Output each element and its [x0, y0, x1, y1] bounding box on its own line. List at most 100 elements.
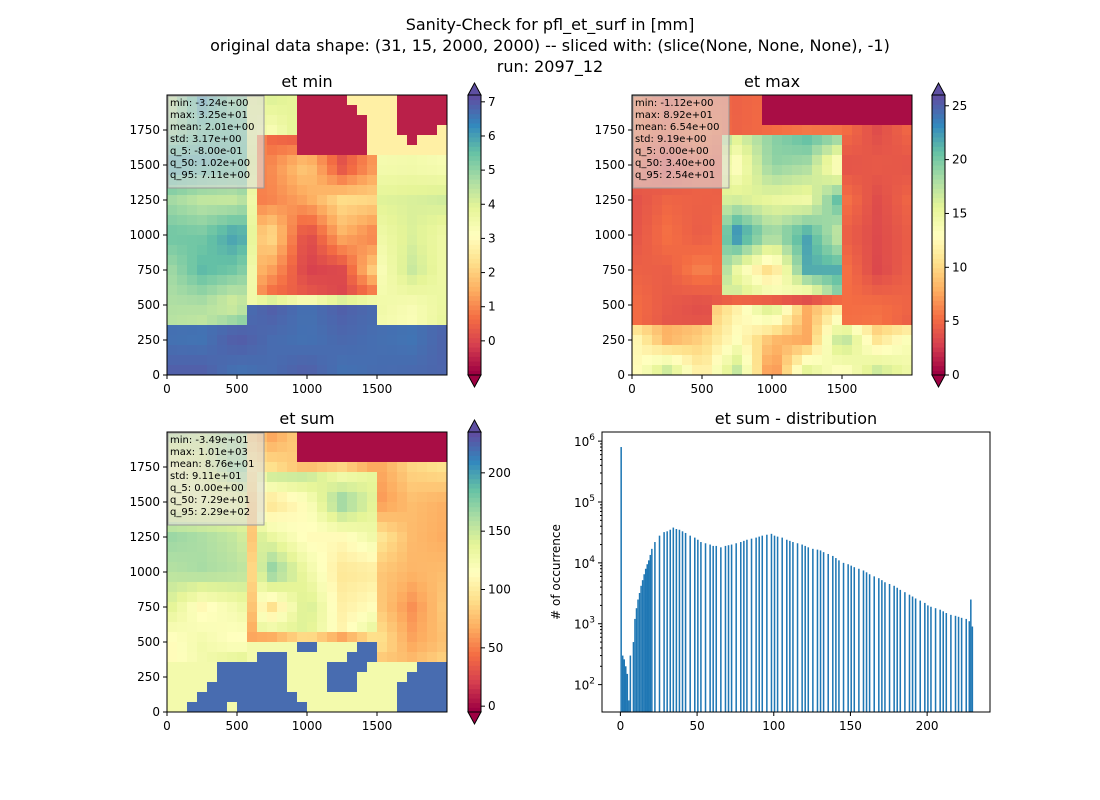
x-tick-label: 1000 [757, 382, 788, 396]
heatmap-cell [227, 542, 238, 553]
colorbar-segment [468, 618, 481, 624]
heatmap-cell [672, 245, 683, 256]
heatmap-cell [227, 205, 238, 216]
y-axis-label: # of occurrence [549, 524, 563, 620]
heatmap-cell [357, 682, 368, 693]
heatmap-cell [267, 145, 278, 156]
heatmap-cell [177, 235, 188, 246]
heatmap-cell [347, 622, 358, 633]
heatmap-cell [167, 572, 178, 583]
heatmap-cell [227, 255, 238, 266]
heatmap-cell [872, 255, 883, 266]
heatmap-cell [692, 275, 703, 286]
heatmap-cell [337, 275, 348, 286]
colorbar-tick-label: 150 [488, 524, 511, 538]
heatmap-cell [307, 622, 318, 633]
heatmap-cell [832, 135, 843, 146]
heatmap-cell [297, 622, 308, 633]
heatmap-cell [852, 295, 863, 306]
heatmap-cell [772, 245, 783, 256]
heatmap-cell [672, 235, 683, 246]
heatmap-cell [287, 295, 298, 306]
heatmap-cell [692, 315, 703, 326]
y-tick-label: 1500 [129, 158, 160, 172]
heatmap-cell [307, 315, 318, 326]
heatmap-cell [167, 315, 178, 326]
heatmap-cell [277, 442, 288, 453]
heatmap-cell [792, 165, 803, 176]
heatmap-cell [437, 345, 448, 356]
heatmap-cell [377, 185, 388, 196]
heatmap-cell [337, 692, 348, 703]
heatmap-cell [297, 135, 308, 146]
heatmap-cell [317, 145, 328, 156]
heatmap-cell [702, 325, 713, 336]
histogram-bar [847, 564, 849, 712]
heatmap-cell [207, 672, 218, 683]
heatmap-cell [277, 662, 288, 673]
heatmap-cell [277, 652, 288, 663]
colorbar-tick-label: 0 [488, 334, 496, 348]
heatmap-cell [397, 195, 408, 206]
colorbar-segment [932, 118, 945, 124]
heatmap-cell [762, 195, 773, 206]
heatmap-cell [862, 225, 873, 236]
heatmap-cell [692, 265, 703, 276]
heatmap-cell [822, 285, 833, 296]
heatmap-cell [177, 225, 188, 236]
colorbar-segment [932, 235, 945, 241]
heatmap-cell [367, 432, 378, 443]
heatmap-cell [662, 275, 673, 286]
heatmap-cell [297, 482, 308, 493]
heatmap-cell [782, 305, 793, 316]
heatmap-cell [267, 502, 278, 513]
heatmap-cell [337, 562, 348, 573]
heatmap-cell [732, 105, 743, 116]
heatmap-cell [762, 275, 773, 286]
heatmap-cell [287, 452, 298, 463]
heatmap-cell [437, 255, 448, 266]
heatmap-cell [427, 592, 438, 603]
heatmap-cell [347, 165, 358, 176]
colorbar-segment [468, 670, 481, 676]
heatmap-cell [167, 235, 178, 246]
y-tick-label: 750 [137, 600, 160, 614]
heatmap-cell [882, 365, 893, 376]
heatmap-cell [397, 365, 408, 376]
heatmap-cell [842, 225, 853, 236]
heatmap-cell [437, 265, 448, 276]
heatmap-cell [862, 205, 873, 216]
heatmap-cell [692, 295, 703, 306]
heatmap-cell [752, 175, 763, 186]
heatmap-cell [407, 622, 418, 633]
heatmap-cell [317, 542, 328, 553]
heatmap-cell [417, 205, 428, 216]
histogram-bar [740, 542, 742, 712]
heatmap-cell [367, 285, 378, 296]
heatmap-cell [872, 195, 883, 206]
heatmap-cell [427, 355, 438, 366]
histogram-bar [776, 536, 779, 712]
heatmap-cell [397, 532, 408, 543]
heatmap-cell [317, 255, 328, 266]
heatmap-cell [812, 115, 823, 126]
heatmap-cell [317, 452, 328, 463]
heatmap-cell [307, 452, 318, 463]
heatmap-cell [862, 215, 873, 226]
heatmap-cell [397, 682, 408, 693]
heatmap-cell [357, 175, 368, 186]
heatmap-cell [257, 295, 268, 306]
heatmap-cell [762, 245, 773, 256]
heatmap-cell [822, 205, 833, 216]
heatmap-cell [387, 522, 398, 533]
heatmap-cell [337, 265, 348, 276]
heatmap-cell [387, 472, 398, 483]
heatmap-cell [367, 572, 378, 583]
heatmap-cell [247, 195, 258, 206]
heatmap-cell [177, 522, 188, 533]
heatmap-cell [437, 125, 448, 136]
heatmap-cell [762, 135, 773, 146]
heatmap-cell [397, 632, 408, 643]
heatmap-cell [367, 652, 378, 663]
histogram-bar [873, 576, 875, 712]
